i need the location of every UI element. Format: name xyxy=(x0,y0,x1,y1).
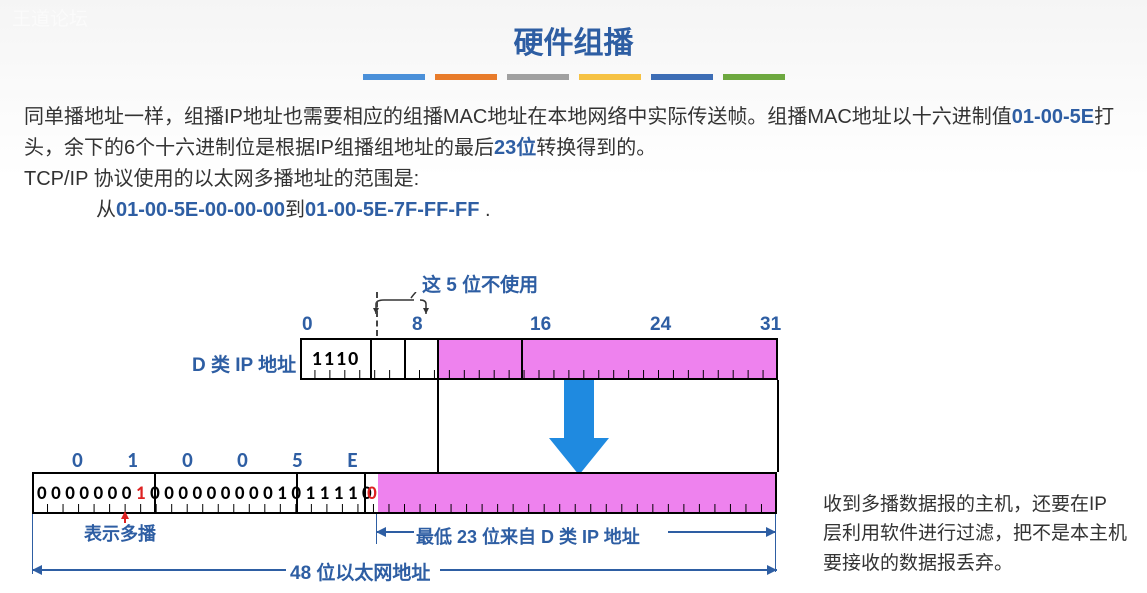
unused-bracket-icon xyxy=(356,292,436,322)
paragraph-1: 同单播地址一样，组播IP地址也需要相应的组播MAC地址在本地网络中实际传送帧。组… xyxy=(24,102,1123,164)
para1-text-a: 同单播地址一样，组播IP地址也需要相应的组播MAC地址在本地网络中实际传送帧。组… xyxy=(24,106,1012,128)
body-text: 同单播地址一样，组播IP地址也需要相应的组播MAC地址在本地网络中实际传送帧。组… xyxy=(24,102,1123,226)
watermark-text: 王道论坛 xyxy=(12,4,88,31)
unused-bits-label: 这 5 位不使用 xyxy=(422,270,538,297)
para3-c: 到 xyxy=(285,199,305,221)
bar-2 xyxy=(435,74,497,80)
para1-highlight-d: 23位 xyxy=(494,137,536,159)
hex-prefix-labels: 01005E xyxy=(50,447,380,473)
para3-e: . xyxy=(479,199,490,221)
paragraph-2: TCP/IP 协议使用的以太网多播地址的范围是: xyxy=(24,164,1123,195)
eth48-dim-arrows xyxy=(32,560,777,580)
para1-highlight-b: 01-00-5E xyxy=(1012,106,1094,128)
diagram-container: 这 5 位不使用 0 8 16 24 31 D 类 IP 地址 1110 010… xyxy=(20,252,840,582)
ip-bottom-ticks xyxy=(300,370,778,380)
mac-bits-a: 0000000 xyxy=(37,482,136,505)
mac-bottom-ticks xyxy=(32,504,777,514)
side-note-text: 收到多播数据报的主机，还要在IP 层利用软件进行过滤，把不是本主机要接收的数据报… xyxy=(823,490,1128,578)
bar-5 xyxy=(651,74,713,80)
tick-0: 0 xyxy=(302,314,313,336)
mac-bits-c: 0000000001011110 xyxy=(150,482,376,505)
mac-bits-b: 1 xyxy=(136,482,150,505)
paragraph-3: 从01-00-5E-00-00-00到01-00-5E-7F-FF-FF . xyxy=(24,195,1123,226)
bar-4 xyxy=(579,74,641,80)
ip-label: D 类 IP 地址 xyxy=(192,350,296,377)
para1-text-e: 转换得到的。 xyxy=(536,137,656,159)
tick-31: 31 xyxy=(760,314,781,336)
para3-a: 从 xyxy=(96,199,116,221)
title-underline-bars xyxy=(0,74,1147,80)
tick-24: 24 xyxy=(650,314,671,336)
arrow-down-icon xyxy=(544,380,614,480)
bar-1 xyxy=(363,74,425,80)
tick-8: 8 xyxy=(412,314,423,336)
bar-6 xyxy=(723,74,785,80)
page-title: 硬件组播 xyxy=(0,0,1147,62)
para3-d: 01-00-5E-7F-FF-FF xyxy=(305,199,479,221)
para3-b: 01-00-5E-00-00-00 xyxy=(116,199,285,221)
low23-dim-arrows xyxy=(376,522,776,542)
bar-3 xyxy=(507,74,569,80)
multicast-label: 表示多播 xyxy=(84,520,156,546)
tick-16: 16 xyxy=(530,314,551,336)
